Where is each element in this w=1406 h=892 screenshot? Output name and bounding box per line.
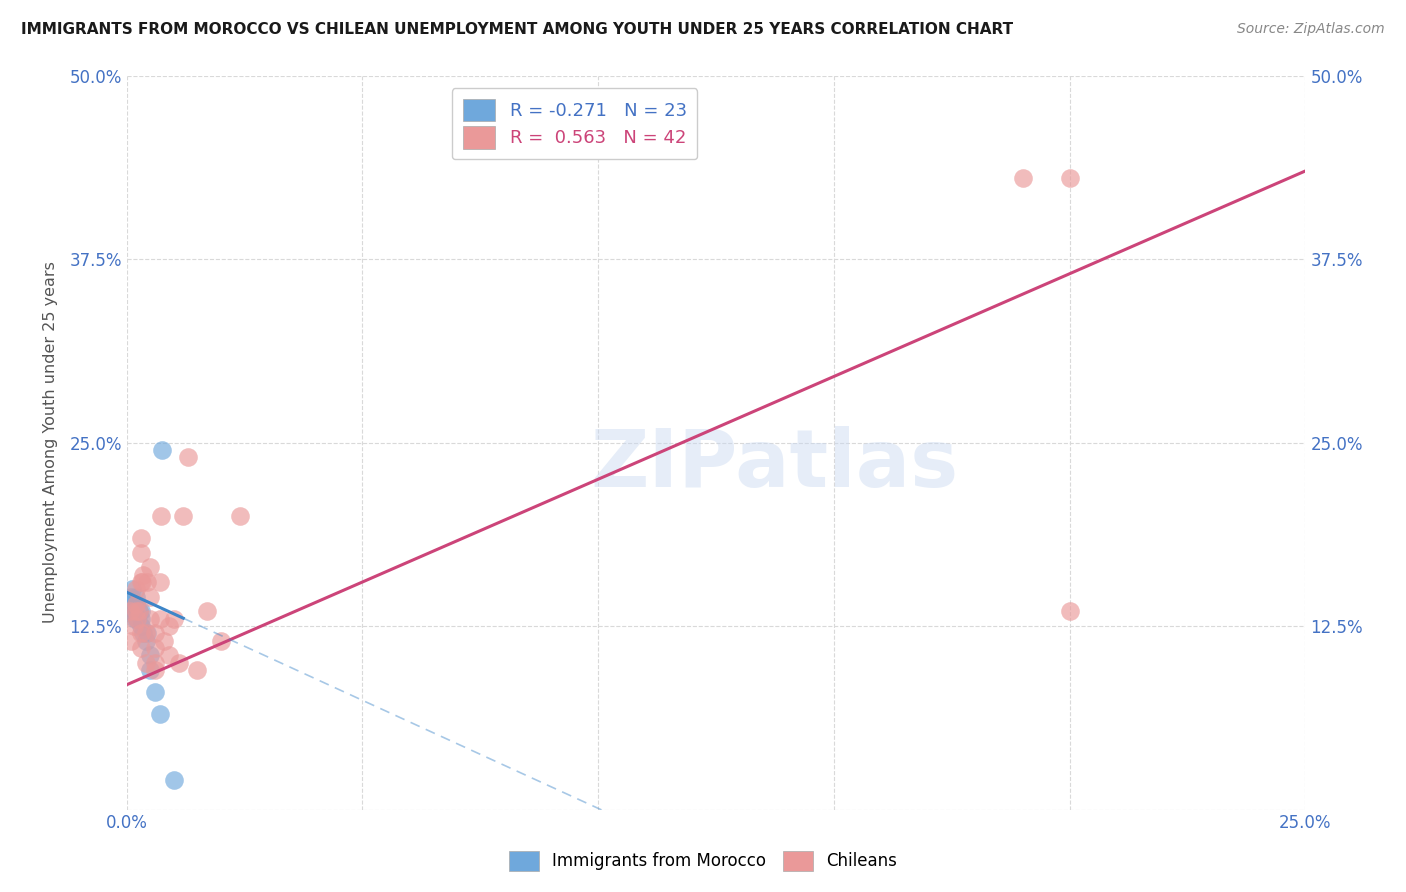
Point: [129, 619, 152, 633]
Point: [143, 656, 166, 670]
Point: [120, 604, 142, 618]
Point: [125, 590, 148, 604]
Point: [135, 656, 157, 670]
Point: [129, 612, 152, 626]
Point: [129, 546, 152, 560]
Point: [135, 626, 157, 640]
Point: [143, 685, 166, 699]
Point: [122, 619, 145, 633]
Point: [125, 597, 148, 611]
Point: [150, 442, 173, 457]
Point: [149, 707, 172, 722]
Point: [129, 574, 152, 589]
Point: [122, 597, 145, 611]
Point: [157, 648, 180, 663]
Point: [122, 604, 145, 618]
Point: [125, 597, 148, 611]
Point: [139, 648, 162, 663]
Point: [1011, 171, 1033, 186]
Point: [120, 590, 142, 604]
Point: [149, 612, 172, 626]
Point: [139, 560, 162, 574]
Point: [128, 604, 150, 618]
Point: [129, 626, 152, 640]
Y-axis label: Unemployment Among Youth under 25 years: Unemployment Among Youth under 25 years: [44, 261, 58, 624]
Point: [135, 626, 157, 640]
Point: [132, 626, 155, 640]
Point: [149, 574, 172, 589]
Point: [153, 633, 176, 648]
Point: [139, 663, 162, 677]
Point: [135, 574, 157, 589]
Point: [167, 656, 190, 670]
Point: [129, 641, 152, 656]
Text: Source: ZipAtlas.com: Source: ZipAtlas.com: [1237, 22, 1385, 37]
Point: [209, 633, 232, 648]
Point: [129, 604, 152, 618]
Point: [127, 612, 149, 626]
Point: [120, 597, 142, 611]
Point: [125, 604, 148, 618]
Point: [128, 604, 150, 618]
Point: [143, 663, 166, 677]
Point: [139, 590, 162, 604]
Point: [163, 612, 186, 626]
Point: [121, 582, 143, 597]
Point: [120, 604, 142, 618]
Point: [127, 612, 149, 626]
Point: [129, 531, 152, 545]
Text: IMMIGRANTS FROM MOROCCO VS CHILEAN UNEMPLOYMENT AMONG YOUTH UNDER 25 YEARS CORRE: IMMIGRANTS FROM MOROCCO VS CHILEAN UNEMP…: [21, 22, 1014, 37]
Point: [186, 663, 208, 677]
Point: [143, 626, 166, 640]
Point: [149, 508, 172, 523]
Point: [177, 450, 200, 465]
Point: [195, 604, 218, 618]
Text: ZIPatlas: ZIPatlas: [591, 425, 959, 504]
Point: [157, 619, 180, 633]
Point: [139, 612, 162, 626]
Point: [131, 574, 153, 589]
Point: [120, 633, 142, 648]
Point: [1059, 171, 1081, 186]
Point: [172, 508, 194, 523]
Point: [135, 633, 157, 648]
Point: [124, 612, 146, 626]
Point: [1059, 604, 1081, 618]
Legend: R = -0.271   N = 23, R =  0.563   N = 42: R = -0.271 N = 23, R = 0.563 N = 42: [451, 88, 697, 160]
Point: [163, 773, 186, 788]
Point: [229, 508, 252, 523]
Point: [132, 567, 155, 582]
Point: [143, 641, 166, 656]
Point: [125, 582, 148, 597]
Legend: Immigrants from Morocco, Chileans: Immigrants from Morocco, Chileans: [501, 842, 905, 880]
